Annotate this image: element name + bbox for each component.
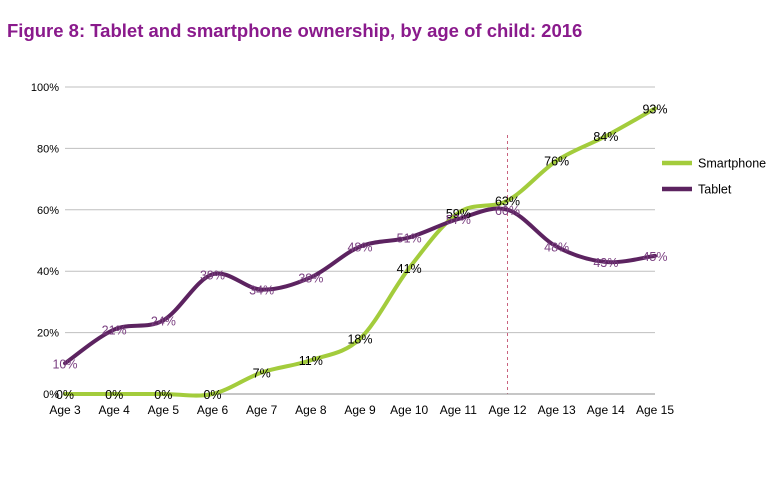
y-tick-label: 40% [37,266,59,278]
smartphone-data-label: 0% [105,388,123,402]
x-tick-label: Age 7 [246,403,278,417]
tablet-data-label: 39% [200,268,225,282]
figure-title: Figure 8: Tablet and smartphone ownershi… [7,20,583,41]
x-tick-label: Age 8 [295,403,327,417]
tablet-data-label: 43% [593,256,618,270]
y-tick-label: 80% [37,143,59,155]
x-tick-label: Age 13 [538,403,576,417]
tablet-data-label: 24% [151,314,176,328]
tablet-data-label: 60% [495,204,520,218]
x-tick-label: Age 3 [49,403,81,417]
x-tick-label: Age 9 [344,403,376,417]
x-tick-label: Age 12 [488,403,526,417]
tablet-data-label: 45% [642,250,667,264]
tablet-data-label: 48% [347,241,372,255]
smartphone-data-label: 7% [253,367,271,381]
smartphone-data-label: 59% [446,207,471,221]
legend: Smartphone Tablet [662,157,766,197]
y-tick-label: 100% [31,82,59,94]
axes: 0% 20% 40% 60% 80% 100% Age 3 Age 4 Age 5 Age 6 Ag… [31,82,674,417]
tablet-data-label: 48% [544,241,569,255]
smartphone-data-label: 84% [593,130,618,144]
tablet-line [63,206,657,366]
x-tick-label: Age 4 [98,403,130,417]
x-tick-label: Age 6 [197,403,229,417]
gridlines [65,86,655,394]
smartphone-data-label: 93% [642,102,667,116]
smartphone-data-label: 11% [299,354,323,368]
x-tick-label: Age 14 [587,403,625,417]
tablet-legend-label: Tablet [698,183,732,197]
smartphone-data-label: 41% [397,262,422,276]
tablet-data-label: 10% [52,357,77,371]
series-lines [63,106,657,398]
smartphone-data-label: 0% [154,388,172,402]
y-tick-label: 60% [37,205,59,217]
tablet-data-label: 34% [249,284,274,298]
y-tick-label: 20% [37,328,59,340]
y-tick-label: 0% [43,389,59,401]
tablet-data-label: 21% [102,324,127,338]
tablet-data-label: 38% [298,271,323,285]
tablet-data-label: 51% [397,231,422,245]
smartphone-legend-label: Smartphone [698,157,766,171]
tablet-data-label: 57% [446,213,471,227]
smartphone-data-label: 63% [495,195,520,209]
x-tick-label: Age 15 [636,403,674,417]
x-tick-label: Age 10 [390,403,428,417]
smartphone-data-label: 0% [56,388,74,402]
smartphone-data-label: 18% [347,333,372,347]
smartphone-data-label: 76% [544,155,569,169]
smartphone-data-label: 0% [203,388,221,402]
data-labels: 0% 0% 0% 0% 7% 11% 18% 41% 59% 63% 76% 84% 93% 10% 21%… [52,102,667,402]
x-tick-label: Age 5 [148,403,180,417]
smartphone-line [63,106,657,398]
x-tick-label: Age 11 [440,403,477,417]
